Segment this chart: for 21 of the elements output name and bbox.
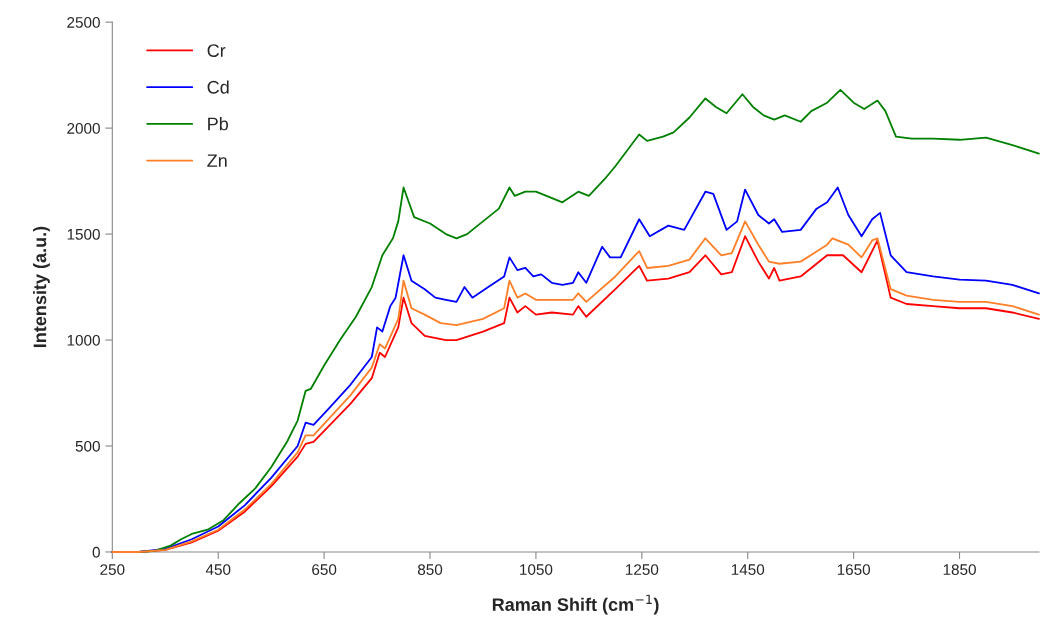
y-tick-label: 1500 [67,228,100,240]
y-tick-label: 500 [75,440,100,452]
legend-label: Cr [207,44,226,57]
x-axis-title: Raman Shift (cm$^{−1}$) [492,594,659,615]
x-tick-label: 1450 [731,564,765,575]
x-tick-label: 450 [205,564,231,575]
x-tick-label: 250 [100,564,125,575]
x-tick-label: 1050 [520,564,553,575]
y-axis-title: Intensity (a.u.) [33,226,50,348]
y-tick-label: 2000 [67,122,100,134]
y-tick-label: 0 [92,546,100,558]
y-tick-label: 2500 [67,17,100,28]
legend-label: Pb [208,117,229,131]
x-tick-label: 650 [312,564,337,575]
legend-label: Cd [207,80,229,94]
x-tick-label: 1650 [837,564,871,575]
legend-label: Zn [207,154,227,167]
y-tick-label: 1000 [67,334,100,346]
x-tick-label: 1250 [626,564,659,575]
x-tick-label: 1850 [943,564,976,575]
x-tick-label: 850 [417,564,443,575]
